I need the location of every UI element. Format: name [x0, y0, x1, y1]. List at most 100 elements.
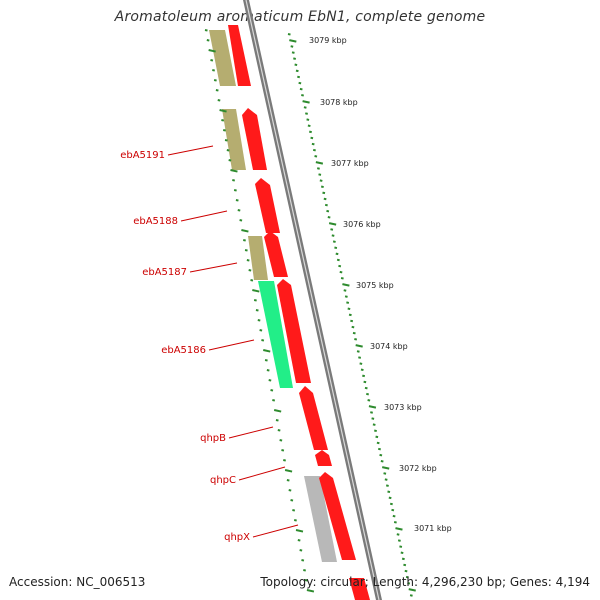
scale-tick	[315, 161, 324, 165]
scale-tick	[366, 392, 369, 396]
scale-label: 3075 kbp	[356, 281, 394, 290]
scale-tick	[363, 380, 367, 384]
scale-tick	[408, 588, 416, 592]
scale-tick	[275, 419, 279, 422]
scale-tick	[224, 139, 228, 142]
gene-label-ebA5191: ebA5191	[120, 150, 165, 161]
scale-tick	[379, 453, 383, 457]
scale-tick	[400, 551, 404, 555]
scale-label: 3079 kbp	[309, 36, 347, 45]
map-title: Aromatoleum aromaticum EbN1, complete ge…	[114, 9, 486, 25]
scale-tick	[294, 63, 298, 67]
scale-tick	[388, 496, 392, 500]
highlight-gene-ebA5186	[258, 281, 293, 388]
scale-tick	[287, 33, 291, 36]
gene-callout-line	[208, 339, 255, 351]
gene-label-qhpX: qhpX	[224, 532, 250, 543]
scale-tick	[318, 173, 322, 176]
scale-tick	[372, 423, 376, 426]
scale-tick	[362, 374, 366, 378]
scale-tick	[331, 234, 335, 237]
scale-tick	[273, 409, 282, 413]
reverse-gene	[222, 109, 246, 170]
gene-label-ebA5187: ebA5187	[142, 267, 187, 278]
scale-tick	[232, 179, 236, 182]
scale-tick	[351, 325, 355, 329]
scale-tick	[350, 319, 354, 323]
scale-tick	[385, 484, 389, 487]
scale-tick	[226, 149, 230, 152]
gene-callouts	[167, 145, 299, 538]
scale-tick	[297, 75, 301, 79]
scale-tick	[374, 429, 377, 433]
scale-tick	[228, 159, 232, 162]
scale-tick	[235, 199, 239, 202]
scale-tick	[255, 309, 259, 312]
scale-label: 3072 kbp	[399, 464, 437, 473]
scale-tick	[326, 209, 330, 213]
scale-tick	[314, 155, 318, 158]
scale-tick	[286, 479, 290, 482]
gene-label-ebA5188: ebA5188	[133, 216, 178, 227]
scale-tick	[204, 29, 208, 32]
scale-tick	[371, 417, 375, 420]
scale-tick	[375, 435, 379, 439]
scale-tick	[339, 270, 343, 274]
scale-tick	[391, 508, 395, 512]
scale-tick	[299, 87, 303, 91]
scale-tick	[322, 191, 326, 195]
scale-tick	[281, 449, 285, 452]
scale-ring	[287, 33, 416, 597]
scale-tick	[297, 539, 301, 542]
scale-tick	[340, 277, 344, 280]
scale-tick	[219, 109, 227, 113]
reverse-gene	[248, 236, 268, 280]
scale-tick	[222, 129, 226, 132]
scale-tick	[328, 222, 337, 226]
scale-tick	[208, 49, 216, 53]
scale-tick	[272, 399, 276, 402]
scale-tick	[301, 559, 305, 562]
scale-tick	[289, 39, 297, 43]
scale-tick	[303, 569, 306, 572]
scale-tick	[306, 589, 315, 593]
scale-tick	[381, 466, 390, 470]
gene-callout-line	[189, 262, 238, 273]
scale-tick	[397, 539, 401, 542]
scale-label: 3071 kbp	[414, 524, 452, 533]
scale-tick	[343, 289, 347, 292]
forward-gene	[228, 25, 251, 86]
scale-tick	[257, 319, 261, 322]
gene-label-qhpC: qhpC	[210, 475, 236, 486]
scale-tick	[283, 459, 286, 462]
scale-tick	[302, 100, 310, 104]
scale-tick	[383, 472, 387, 475]
scale-tick	[342, 283, 350, 287]
reverse-gene	[209, 30, 236, 86]
scale-tick	[307, 124, 311, 128]
scale-tick	[319, 179, 323, 182]
scale-tick	[348, 313, 352, 317]
scale-tick	[324, 203, 328, 207]
scale-tick	[384, 478, 388, 481]
forward-gene	[349, 578, 370, 600]
scale-tick	[206, 39, 210, 42]
forward-gene	[315, 450, 332, 466]
gene-callout-line	[252, 524, 299, 538]
scale-tick	[299, 549, 303, 552]
scale-tick	[217, 99, 221, 102]
scale-tick	[335, 252, 339, 256]
scale-tick	[244, 249, 248, 252]
scale-tick	[290, 45, 294, 48]
scale-tick	[277, 429, 281, 432]
scale-tick	[364, 386, 368, 390]
scale-tick	[370, 411, 373, 414]
scale-tick	[312, 148, 316, 152]
scale-tick	[215, 89, 219, 92]
scale-tick	[233, 189, 237, 192]
scale-tick	[270, 389, 274, 392]
scale-tick	[230, 169, 238, 173]
scale-tick	[304, 579, 308, 582]
scale-tick	[355, 344, 363, 348]
